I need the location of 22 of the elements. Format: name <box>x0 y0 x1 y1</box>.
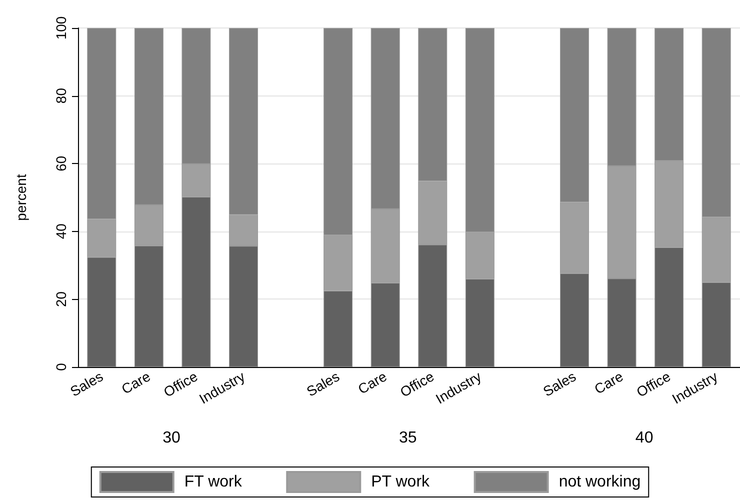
x-tick-label: Care <box>355 368 390 398</box>
x-tick-label: Sales <box>67 368 106 400</box>
legend-label: not working <box>558 474 641 490</box>
y-tick-label: 100 <box>53 16 69 40</box>
y-axis-title: percent <box>13 174 29 221</box>
y-tick-label: 80 <box>53 88 69 104</box>
legend-label: PT work <box>371 474 431 490</box>
y-tick-label: 0 <box>53 362 69 371</box>
x-tick-label: Care <box>118 368 154 398</box>
text: 30 <box>162 430 180 446</box>
y-tick-label: 20 <box>53 291 69 307</box>
x-tick-label: Care <box>592 368 626 398</box>
x-tick-label: Office <box>634 368 674 400</box>
text: 40 <box>635 430 654 446</box>
x-tick-label: Sales <box>304 368 342 400</box>
y-tick-label: 40 <box>53 223 69 240</box>
legend-label: FT work <box>184 474 243 490</box>
text: 35 <box>399 430 417 446</box>
x-tick-label: Sales <box>540 368 579 400</box>
y-tick-label: 60 <box>53 156 69 172</box>
x-tick-label: Office <box>397 368 437 400</box>
x-tick-label: Office <box>160 368 200 400</box>
